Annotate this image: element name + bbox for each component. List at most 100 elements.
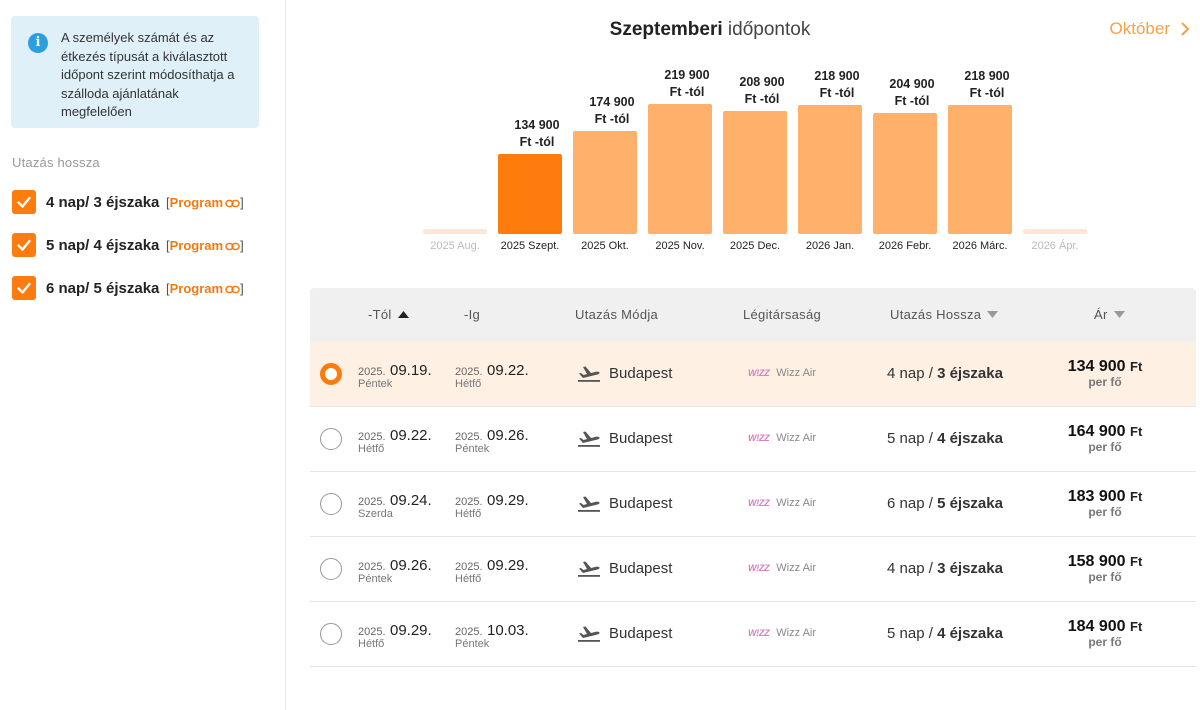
program-link-label[interactable]: Program [169,237,224,253]
header-price-label[interactable]: Ár [1094,307,1108,322]
plane-departure-icon [578,496,600,512]
header-price[interactable]: Ár [1094,307,1125,322]
row-radio[interactable] [320,428,342,450]
chart-data-value: 219 900 [664,68,710,82]
chart-bar[interactable] [873,113,937,234]
chart-bar-group[interactable]: 2026 Ápr. [1023,60,1087,260]
chart-data-label: 208 900 Ft -tól [707,74,817,108]
chart-bar-group[interactable]: 208 900 Ft -tól 2025 Dec. [723,60,787,260]
trip-days: 5 nap [887,625,925,642]
row-radio[interactable] [320,623,342,645]
chart-bar-group[interactable]: 219 900 Ft -tól 2025 Nov. [648,60,712,260]
airline-name: Wizz Air [776,562,817,574]
row-radio[interactable] [320,363,342,385]
row-radio[interactable] [320,493,342,515]
chart-bar[interactable] [573,131,637,234]
checkbox[interactable] [12,190,36,214]
plane-departure-icon [578,366,600,382]
header-mode-label[interactable]: Utazás Módja [575,307,659,322]
chart-bar-group[interactable]: 174 900 Ft -tól 2025 Okt. [573,60,637,260]
chevron-right-icon [1181,22,1190,36]
return-weekday: Péntek [455,638,490,650]
airline: W!ZZ Wizz Air [748,627,816,639]
return-date: 2025. 09.26. Péntek [455,427,529,455]
chart-bar[interactable] [948,105,1012,234]
info-box: i A személyek számát és az étkezés típus… [11,16,259,128]
duration-option-6-nights[interactable]: 6 nap/ 5 éjszaka [Program] [12,276,244,300]
chart-bar[interactable] [498,154,562,234]
chart-bar[interactable] [723,111,787,234]
duration-option-4-nights[interactable]: 4 nap/ 3 éjszaka [Program] [12,190,244,214]
chart-bar[interactable] [798,105,862,234]
price-currency: Ft [1130,424,1143,439]
chart-data-value: 174 900 [589,95,635,109]
chart-bar-group[interactable]: 204 900 Ft -tól 2026 Febr. [873,60,937,260]
header-to-label[interactable]: -Ig [464,307,481,322]
header-length-label[interactable]: Utazás Hossza [890,307,982,322]
next-month-button[interactable]: Október [1110,19,1190,39]
sidebar: i A személyek számát és az étkezés típus… [0,0,286,710]
departure-day: 09.24. [389,492,432,509]
airline-name: Wizz Air [776,627,817,639]
plane-departure-icon [578,431,600,447]
header-airline[interactable]: Légitársaság [743,307,821,322]
row-radio[interactable] [320,558,342,580]
chart-data-label: 218 900 Ft -tól [782,68,892,102]
program-link-label[interactable]: Program [169,194,224,210]
departure-day: 09.26. [389,557,432,574]
next-month-label[interactable]: Október [1109,19,1170,38]
trip-days: 4 nap [887,365,925,382]
header-from-label[interactable]: -Tól [368,307,392,322]
chart-bar-group[interactable]: 2025 Aug. [423,60,487,260]
departure-date: 2025. 09.26. Péntek [358,557,432,585]
table-row[interactable]: 2025. 09.24. Szerda 2025. 09.29. Hétfő B… [310,472,1196,537]
chart-bar-group[interactable]: 134 900 Ft -tól 2025 Szept. [498,60,562,260]
header-airline-label[interactable]: Légitársaság [743,307,822,322]
table-row[interactable]: 2025. 09.26. Péntek 2025. 09.29. Hétfő B… [310,537,1196,602]
chart-bar[interactable] [1023,229,1087,234]
departure-year: 2025. [358,366,386,378]
chart-bar[interactable] [648,104,712,234]
trip-days: 6 nap [887,495,925,512]
trip-days: 4 nap [887,560,925,577]
header-to[interactable]: -Ig [464,307,480,322]
checkbox[interactable] [12,233,36,257]
table-row[interactable]: 2025. 09.22. Hétfő 2025. 09.26. Péntek B… [310,407,1196,472]
airline: W!ZZ Wizz Air [748,497,816,509]
chart-category-label: 2026 Jan. [805,240,855,252]
table-row[interactable]: 2025. 09.19. Péntek 2025. 09.22. Hétfő B… [310,342,1196,407]
chart-bar[interactable] [423,229,487,234]
return-year: 2025. [455,366,483,378]
departure-city: Budapest [609,624,673,642]
chart-category-label: 2025 Szept. [500,240,560,252]
price-per-person: per fő [1088,440,1122,454]
program-link[interactable]: [Program] [166,194,244,210]
chart-bar-group[interactable]: 218 900 Ft -tól 2026 Jan. [798,60,862,260]
chart-category-label: 2026 Febr. [878,240,932,252]
departure-day: 09.29. [389,622,432,639]
departure-table: -Tól -Ig Utazás Módja Légitársaság Utazá… [310,288,1196,667]
departure-city: Budapest [609,429,673,447]
program-link-label[interactable]: Program [169,280,224,296]
return-weekday: Hétfő [455,508,482,520]
program-link[interactable]: [Program] [166,280,244,296]
departure-date: 2025. 09.22. Hétfő [358,427,432,455]
program-link[interactable]: [Program] [166,237,244,253]
link-icon [225,199,240,207]
table-row[interactable]: 2025. 09.29. Hétfő 2025. 10.03. Péntek B… [310,602,1196,667]
airline-logo: W!ZZ [748,368,770,378]
departure-weekday: Hétfő [358,638,385,650]
return-day: 09.29. [486,557,529,574]
departure-date: 2025. 09.19. Péntek [358,362,432,390]
chart-category-label: 2025 Aug. [430,240,480,252]
header-from[interactable]: -Tól [368,307,409,322]
return-day: 10.03. [486,622,529,639]
duration-option-5-nights[interactable]: 5 nap/ 4 éjszaka [Program] [12,233,244,257]
plane-departure-icon [578,561,600,577]
header-length[interactable]: Utazás Hossza [890,307,999,322]
table-header: -Tól -Ig Utazás Módja Légitársaság Utazá… [310,288,1196,342]
checkbox[interactable] [12,276,36,300]
chart-data-label: 174 900 Ft -tól [557,94,667,128]
chart-bar-group[interactable]: 218 900 Ft -tól 2026 Márc. [948,60,1012,260]
header-mode[interactable]: Utazás Módja [575,307,658,322]
